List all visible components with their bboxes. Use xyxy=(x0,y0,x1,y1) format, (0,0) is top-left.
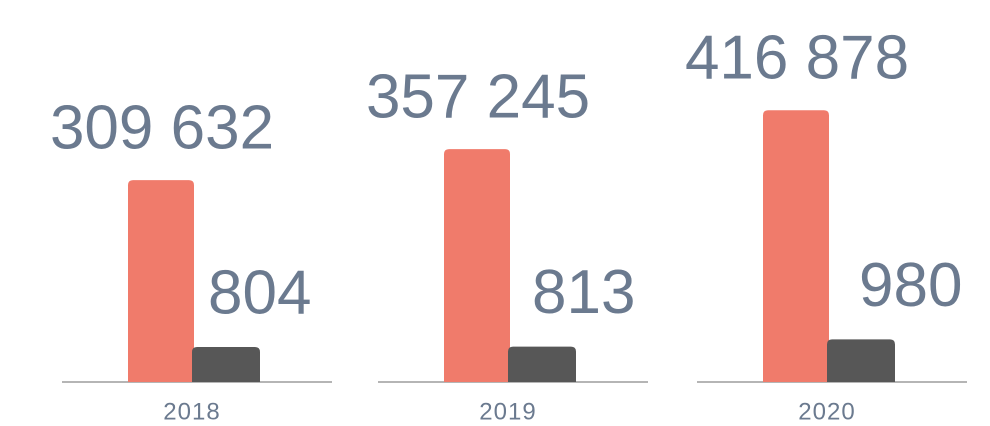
x-tick-label: 2019 xyxy=(479,398,536,425)
bar xyxy=(763,110,829,382)
value-label: 416 878 xyxy=(685,24,909,93)
x-tick-label: 2018 xyxy=(163,398,220,425)
bar xyxy=(508,346,576,382)
bar xyxy=(192,347,260,382)
value-label: 980 xyxy=(859,251,962,320)
bar xyxy=(444,149,510,382)
x-tick-label: 2020 xyxy=(798,398,855,425)
bar xyxy=(128,180,194,382)
value-label: 804 xyxy=(208,258,311,327)
value-label: 309 632 xyxy=(50,93,274,162)
value-label: 357 245 xyxy=(366,62,590,131)
value-label: 813 xyxy=(532,258,635,327)
bar xyxy=(827,339,895,382)
